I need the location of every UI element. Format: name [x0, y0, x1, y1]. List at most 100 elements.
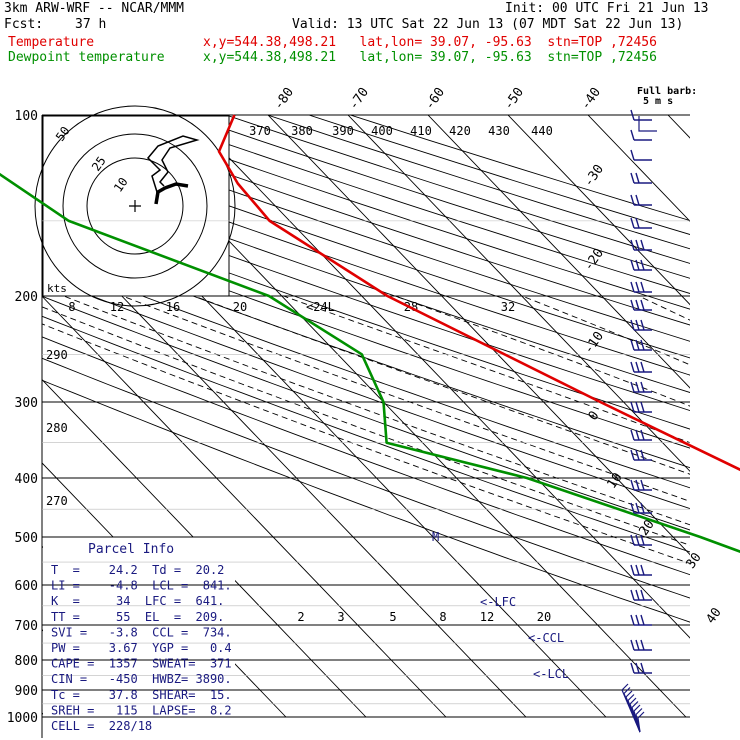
pressure-tick-label: 300	[15, 396, 38, 411]
hodograph-ring	[62, 133, 208, 279]
wind-barb	[630, 281, 652, 293]
hodograph-speed-label: 8	[68, 300, 75, 314]
isotherm-line	[267, 115, 690, 556]
dry-adiabat-line	[42, 357, 690, 599]
wind-barb	[630, 564, 652, 576]
pressure-tick-label: 100	[15, 109, 38, 124]
plot-area	[42, 115, 690, 718]
dry-adiabat-line	[42, 257, 690, 489]
moist-adiabat-line	[122, 295, 690, 502]
wind-barb	[630, 534, 652, 546]
skew-temperature-label: 30	[683, 550, 704, 571]
dry-adiabat-line	[184, 115, 690, 279]
hodograph-trace	[146, 135, 200, 203]
mixing-ratio-label: 8	[439, 610, 446, 624]
wind-barb	[630, 319, 652, 331]
temperature-legend: Temperature	[8, 35, 95, 50]
pressure-tick-label: 600	[15, 579, 38, 594]
wind-barb	[630, 149, 652, 161]
wind-barb	[630, 239, 652, 251]
wind-barb	[630, 217, 652, 229]
marker-lcl: <-LCL	[533, 667, 569, 681]
wind-barb	[630, 449, 652, 461]
hodograph-speed-label: 20	[233, 300, 247, 314]
marker-m: M	[432, 530, 439, 544]
hodograph-ring	[34, 105, 236, 307]
hodograph-point-label: <24L	[306, 300, 335, 314]
dry-adiabat-line	[42, 154, 690, 376]
theta-label: 420	[449, 124, 471, 138]
skew-temperature-label: -10	[581, 329, 607, 357]
wind-barb	[630, 194, 652, 206]
barb-key-line1: Full barb:	[637, 86, 697, 97]
mixing-ratio-label: 12	[480, 610, 494, 624]
skew-temperature-label: -20	[581, 246, 607, 274]
wind-barb	[630, 361, 652, 373]
moist-adiabat-line	[521, 295, 690, 366]
hodograph-speed-label: 12	[110, 300, 124, 314]
isotherm-line	[42, 378, 367, 718]
wind-barb	[630, 339, 652, 351]
dry-adiabat-line	[42, 276, 690, 510]
dry-adiabat-line	[42, 379, 690, 623]
parcel-info-row: T = 24.2 Td = 20.2	[51, 563, 224, 577]
forecast-hour: 37 h	[75, 17, 107, 32]
temperature-location: x,y=544.38,498.21 lat,lon= 39.07, -95.63…	[203, 35, 657, 50]
dewpoint-profile-line	[0, 172, 740, 553]
isotherm-line	[187, 115, 690, 639]
wind-barb	[630, 401, 652, 413]
mixing-ratio-label: 20	[537, 610, 551, 624]
skew-temperature-label: -70	[346, 85, 372, 113]
parcel-info-row: SVI = -3.8 CCL = 734.	[51, 625, 232, 639]
wind-barb	[630, 502, 652, 514]
moist-adiabat-line	[638, 295, 690, 321]
hodograph-ring-label: 10	[111, 175, 131, 195]
dry-adiabat-line	[42, 239, 690, 469]
parcel-info-row: LI = -4.8 LCL = 841.	[51, 579, 232, 593]
moist-adiabat-line	[193, 295, 690, 475]
theta-e-label: 270	[46, 494, 68, 508]
dewpoint-location: x,y=544.38,498.21 lat,lon= 39.07, -95.63…	[203, 50, 657, 65]
hodograph-speed-label: 32	[501, 300, 515, 314]
pressure-tick-label: 800	[15, 654, 38, 669]
parcel-info-row: Tc = 37.8 SHEAR= 15.	[51, 688, 232, 702]
valid-time: Valid: 13 UTC Sat 22 Jun 13 (07 MDT Sat …	[292, 17, 684, 32]
barb-key-line2: 5 m s	[643, 96, 673, 107]
wind-barb	[630, 259, 652, 271]
moist-adiabat-line	[394, 295, 690, 407]
pressure-tick-label: 400	[15, 472, 38, 487]
wind-barb	[630, 639, 652, 651]
parcel-info-row: CIN = -450 HWBZ= 3890.	[51, 672, 232, 686]
forecast-label: Fcst:	[4, 17, 44, 32]
hodograph-kts-label: kts	[47, 282, 67, 295]
parcel-info-row: SREH = 115 LAPSE= 8.2	[51, 703, 232, 717]
temperature-profile-line	[217, 114, 740, 472]
parcel-info-row: CELL = 228/18	[51, 719, 152, 733]
theta-label: 400	[371, 124, 393, 138]
dry-adiabat-line	[42, 336, 690, 576]
dewpoint-legend: Dewpoint temperature	[8, 50, 165, 65]
theta-e-label: 290	[46, 348, 68, 362]
dry-adiabat-line	[42, 295, 690, 531]
dry-adiabat-line	[42, 315, 690, 553]
wind-barb	[630, 589, 652, 601]
dry-adiabat-line	[42, 203, 690, 430]
barb-key-icon	[638, 116, 657, 132]
wind-barb	[630, 109, 652, 121]
theta-label: 410	[410, 124, 432, 138]
pressure-tick-label: 1000	[7, 711, 38, 726]
theta-label: 370	[249, 124, 271, 138]
dry-adiabat-line	[308, 115, 690, 235]
wind-barb	[630, 479, 652, 491]
hodograph-ring-label: 25	[89, 154, 109, 174]
isotherm-line	[42, 295, 447, 718]
theta-label: 390	[332, 124, 354, 138]
dry-adiabat-line	[42, 170, 690, 393]
parcel-info-row: CAPE = 1357 SWEAT= 371	[51, 657, 232, 671]
mixing-ratio-label: 2	[297, 610, 304, 624]
wind-barb	[630, 299, 652, 311]
isotherm-line	[507, 115, 690, 306]
wind-barb	[630, 614, 652, 626]
parcel-info-row: K = 34 LFC = 641.	[51, 594, 224, 608]
